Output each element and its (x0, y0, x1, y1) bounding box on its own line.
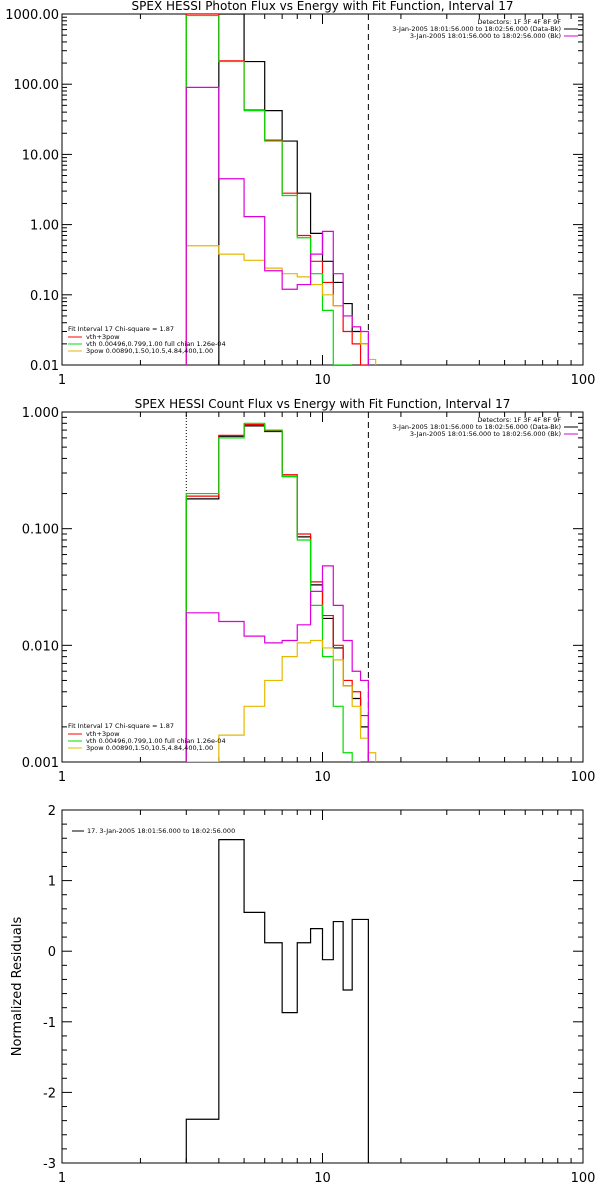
legend-text: 3pow 0.00890,1.50,10.5,4.84,400,1.00 (86, 347, 213, 355)
x-tick-label: 100 (571, 770, 596, 785)
x-tick-label: 10 (314, 1171, 331, 1186)
y-tick-label: 1.000 (22, 406, 59, 421)
x-tick-label: 1 (58, 373, 66, 388)
y-tick-label: 0 (48, 945, 56, 960)
y-axis: 0.01 0.10 1.00 10.00 100.00 1000.00 (5, 8, 583, 374)
y-tick-label: -1 (43, 1016, 56, 1031)
legend-text: 3-Jan-2005 18:01:56.000 to 18:02:56.000 … (410, 32, 561, 40)
legend-text: vth 0.00496,0.799,1.00 full chian 1.26e-… (86, 340, 226, 348)
series-line-3pow (185, 245, 377, 365)
legend-text: 3-Jan-2005 18:01:56.000 to 18:02:56.000 … (392, 25, 561, 33)
legend-bottom-left: Fit Interval 17 Chi-square = 1.87vth+3po… (68, 722, 226, 752)
x-tick-label: 1 (58, 1171, 66, 1186)
legend-text: 17. 3-Jan-2005 18:01:56.000 to 18:02:56.… (87, 827, 235, 835)
legend-header: Fit Interval 17 Chi-square = 1.87 (68, 325, 174, 333)
legend-top-right: Detectors: 1F 3F 4F 8F 9F3-Jan-2005 18:0… (392, 18, 578, 40)
series-line-bk (185, 86, 369, 365)
x-tick-label: 10 (314, 373, 331, 388)
y-tick-label: 0.010 (22, 639, 59, 654)
legend-top-right: Detectors: 1F 3F 4F 8F 9F3-Jan-2005 18:0… (392, 416, 578, 438)
legend-text: 3-Jan-2005 18:01:56.000 to 18:02:56.000 … (392, 423, 561, 431)
series-line-vth-3pow (185, 423, 369, 762)
chart-title: SPEX HESSI Photon Flux vs Energy with Fi… (132, 0, 514, 13)
legend-text: vth+3pow (86, 333, 120, 341)
x-tick-label: 100 (571, 1171, 596, 1186)
legend-text: Detectors: 1F 3F 4F 8F 9F (477, 18, 561, 26)
y-tick-label: 2 (48, 804, 56, 819)
series-line-residuals (185, 839, 369, 1163)
series-line-3pow (186, 639, 377, 762)
series-line-vth (185, 14, 353, 365)
legend-header: Fit Interval 17 Chi-square = 1.87 (68, 722, 174, 730)
y-axis: 0.001 0.010 0.100 1.000 (22, 406, 583, 771)
legend-text: 3pow 0.00890,1.50,10.5,4.84,400,1.00 (86, 744, 213, 752)
y-axis-label: Normalized Residuals (10, 917, 25, 1057)
legend-bottom-left: Fit Interval 17 Chi-square = 1.87vth+3po… (68, 325, 226, 355)
axes-frame (61, 809, 584, 1164)
x-tick-label: 100 (571, 373, 596, 388)
x-tick-label: 1 (58, 770, 66, 785)
series-line-bk (185, 565, 369, 762)
y-tick-label: 1 (48, 875, 56, 890)
x-tick-label: 10 (314, 770, 331, 785)
panel-2: SPEX HESSI Count Flux vs Energy with Fit… (22, 397, 596, 785)
series-line-data-bk (185, 425, 369, 762)
y-tick-label: 0.01 (30, 359, 59, 374)
legend-text: Detectors: 1F 3F 4F 8F 9F (477, 416, 561, 424)
y-tick-label: 1.00 (30, 219, 59, 234)
x-axis: 1 10 100 (58, 14, 596, 388)
y-axis: -3 -2 -1 0 1 2 (43, 804, 583, 1172)
y-tick-label: 1000.00 (5, 8, 59, 23)
y-tick-label: 10.00 (22, 148, 59, 163)
y-tick-label: 0.10 (30, 289, 59, 304)
legend-top-left: 17. 3-Jan-2005 18:01:56.000 to 18:02:56.… (72, 827, 235, 835)
y-tick-label: 0.100 (22, 523, 59, 538)
y-tick-label: -3 (43, 1157, 56, 1172)
legend-text: 3-Jan-2005 18:01:56.000 to 18:02:56.000 … (410, 430, 561, 438)
y-tick-label: 0.001 (22, 756, 59, 771)
series-line-data-bk (218, 14, 369, 365)
panel-3: 1 10 100 -3 -2 -1 0 1 2 Normalized Residuals 17. 3… (10, 804, 595, 1186)
chart-title: SPEX HESSI Count Flux vs Energy with Fit… (135, 397, 511, 411)
x-axis: 1 10 100 (58, 810, 596, 1186)
y-tick-label: -2 (43, 1086, 56, 1101)
y-tick-label: 100.00 (14, 78, 60, 93)
series-line-vth (185, 422, 361, 762)
axes-frame (61, 13, 584, 366)
panel-1: SPEX HESSI Photon Flux vs Energy with Fi… (5, 0, 595, 388)
legend-text: vth+3pow (86, 730, 120, 738)
series-line-vth-3pow (185, 14, 369, 365)
legend-text: vth 0.00496,0.799,1.00 full chian 1.26e-… (86, 737, 226, 745)
